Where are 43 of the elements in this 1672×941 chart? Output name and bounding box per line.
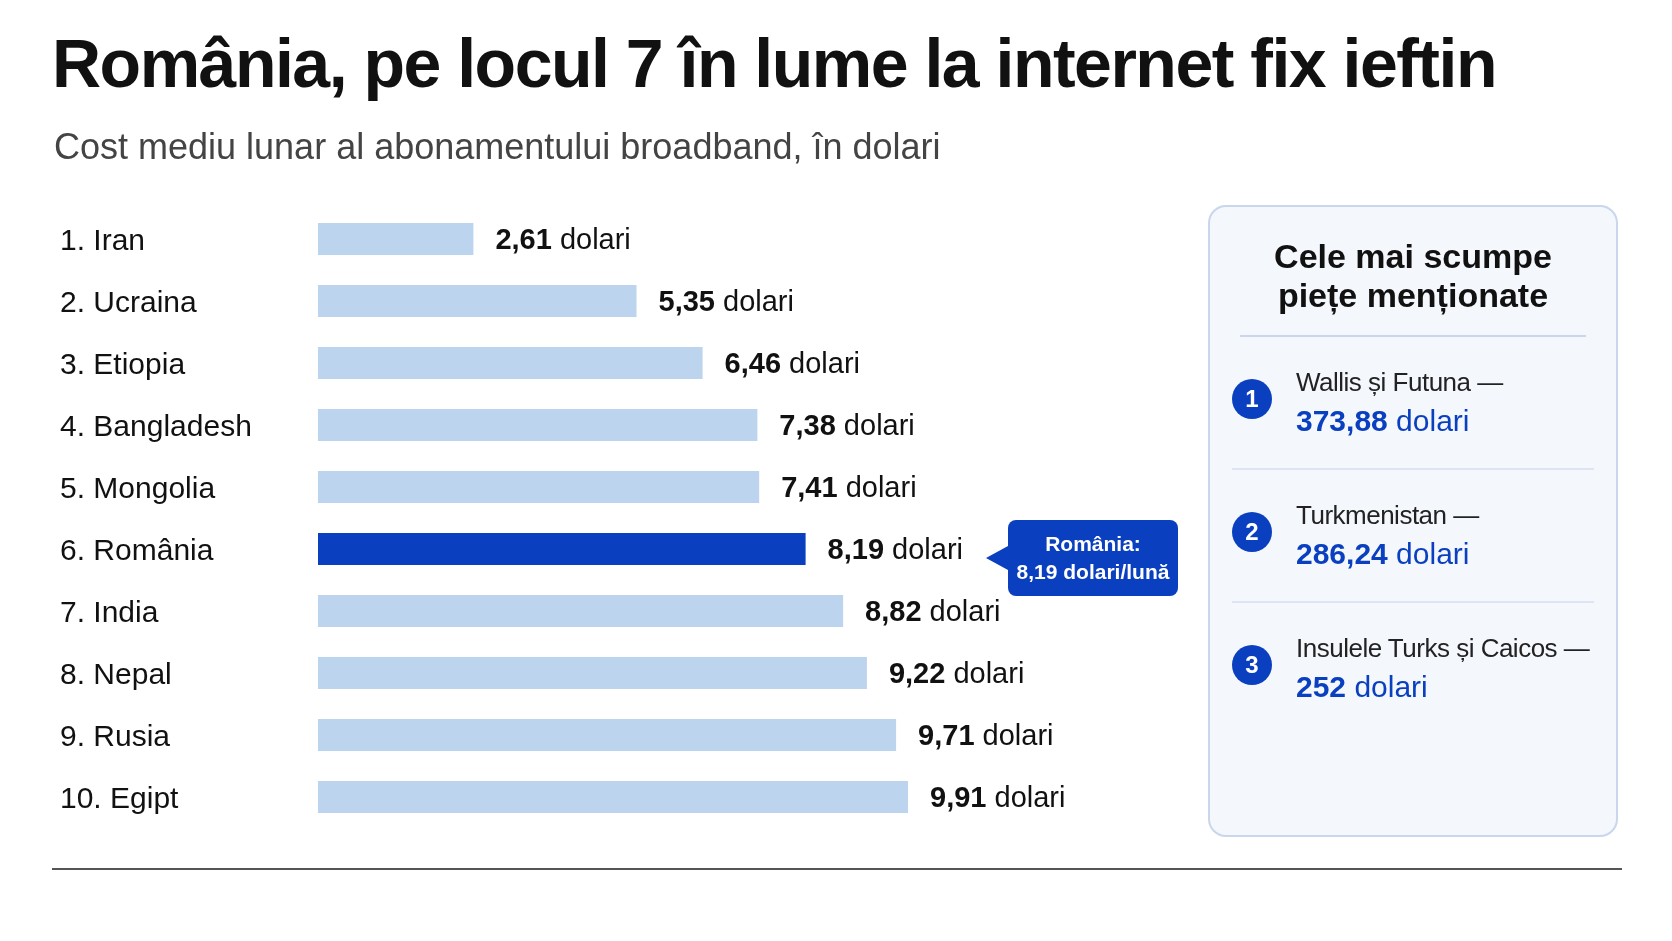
text: 1 xyxy=(1232,379,1272,419)
data-label: 6,46 dolari xyxy=(724,347,861,380)
text: Turkmenistan — xyxy=(1296,500,1479,531)
bar xyxy=(318,347,703,379)
data-label: 9,71 dolari xyxy=(918,719,1054,752)
y-tick-label: 1. Iran xyxy=(60,222,146,256)
y-tick-label: 2. Ucraina xyxy=(60,284,198,318)
y-tick-label: 6. România xyxy=(60,532,214,566)
bar xyxy=(318,471,760,503)
data-label: 7,41 dolari xyxy=(781,471,917,504)
y-tick-label: 10. Egipt xyxy=(60,780,180,814)
data-label: 9,22 dolari xyxy=(888,657,1025,690)
y-tick-label: 3. Etiopia xyxy=(60,346,186,380)
bar xyxy=(318,657,867,689)
bar xyxy=(318,409,758,441)
text: 2 xyxy=(1232,512,1272,552)
text: 3 xyxy=(1232,645,1272,685)
text: Insulele Turks și Caicos — xyxy=(1296,633,1590,664)
data-label: 9,91 dolari xyxy=(930,781,1066,814)
text: 252 dolari xyxy=(1296,670,1429,704)
bar xyxy=(318,533,806,565)
chart-subtitle: Cost mediu lunar al abonamentului broadband, în dolari xyxy=(54,126,941,168)
text: 286,24 dolari xyxy=(1296,537,1471,571)
text: Wallis și Futuna — xyxy=(1296,367,1503,398)
text: România: 8,19 dolari/lună xyxy=(1015,531,1171,585)
data-label: 7,38 dolari xyxy=(779,409,915,442)
text: 373,88 dolari xyxy=(1296,404,1471,438)
y-tick-label: 9. Rusia xyxy=(60,718,171,752)
y-tick-label: 5. Mongolia xyxy=(60,470,216,504)
data-label: 8,19 dolari xyxy=(827,533,964,566)
bar xyxy=(318,285,637,317)
text: Cele mai scumpe piețe menționate xyxy=(1240,237,1586,337)
bar xyxy=(318,223,474,255)
chart-title: România, pe locul 7 în lume la internet fix ieftin xyxy=(52,24,1496,102)
data-label: 8,82 dolari xyxy=(865,595,1001,628)
data-label: 5,35 dolari xyxy=(658,285,794,318)
bar xyxy=(318,595,844,627)
y-tick-label: 8. Nepal xyxy=(60,656,172,690)
data-label: 2,61 dolari xyxy=(495,223,631,256)
y-tick-label: 7. India xyxy=(60,594,159,628)
y-tick-label: 4. Bangladesh xyxy=(60,408,252,442)
bar xyxy=(318,781,908,813)
bar xyxy=(318,719,897,751)
